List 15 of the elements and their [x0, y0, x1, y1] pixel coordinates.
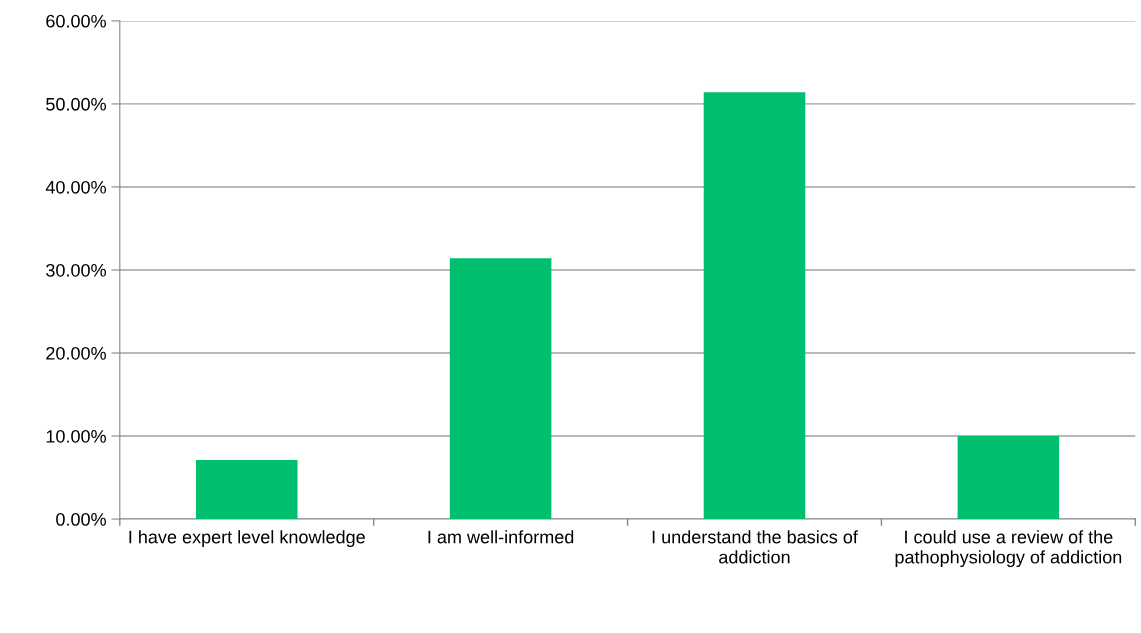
- y-tick-label: 40.00%: [45, 180, 106, 194]
- x-tick-label: I have expert level knowledge: [129, 530, 365, 547]
- x-tick-label: I understand the basics of addiction: [652, 530, 858, 564]
- y-tick-label: 0.00%: [56, 512, 106, 526]
- y-tick-label: 60.00%: [46, 14, 106, 28]
- bar: [703, 92, 806, 520]
- bar: [449, 258, 552, 520]
- x-tick-label: I could use a review of the pathophysiology of addiction: [895, 530, 1122, 568]
- y-tick-label: 50.00%: [46, 97, 106, 111]
- y-tick-label: 10.00%: [46, 429, 106, 443]
- bar: [957, 436, 1060, 520]
- y-tick-label: 20.00%: [46, 346, 106, 360]
- bar: [195, 460, 298, 520]
- x-tick-label: I am well-informed: [428, 530, 574, 544]
- y-tick-label: 30.00%: [46, 263, 106, 277]
